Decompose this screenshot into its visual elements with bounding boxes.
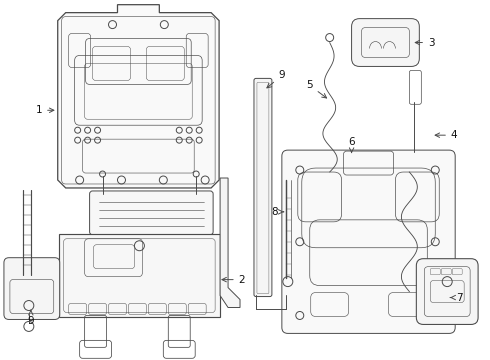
- Text: 4: 4: [435, 130, 458, 140]
- FancyBboxPatch shape: [4, 258, 60, 319]
- Text: 9: 9: [267, 71, 285, 88]
- Text: 2: 2: [222, 275, 245, 285]
- Text: 6: 6: [348, 137, 355, 153]
- FancyBboxPatch shape: [282, 150, 455, 333]
- Polygon shape: [220, 178, 240, 307]
- FancyBboxPatch shape: [254, 78, 272, 297]
- Text: 8: 8: [271, 207, 284, 217]
- FancyBboxPatch shape: [352, 19, 419, 67]
- Polygon shape: [59, 234, 220, 318]
- FancyBboxPatch shape: [416, 259, 478, 324]
- Polygon shape: [58, 5, 219, 188]
- Text: 3: 3: [415, 37, 435, 48]
- Text: 1: 1: [35, 105, 54, 115]
- FancyBboxPatch shape: [90, 191, 213, 235]
- Text: 5: 5: [306, 80, 326, 98]
- Text: 7: 7: [450, 293, 463, 302]
- FancyBboxPatch shape: [343, 151, 393, 175]
- Text: 9: 9: [27, 310, 34, 327]
